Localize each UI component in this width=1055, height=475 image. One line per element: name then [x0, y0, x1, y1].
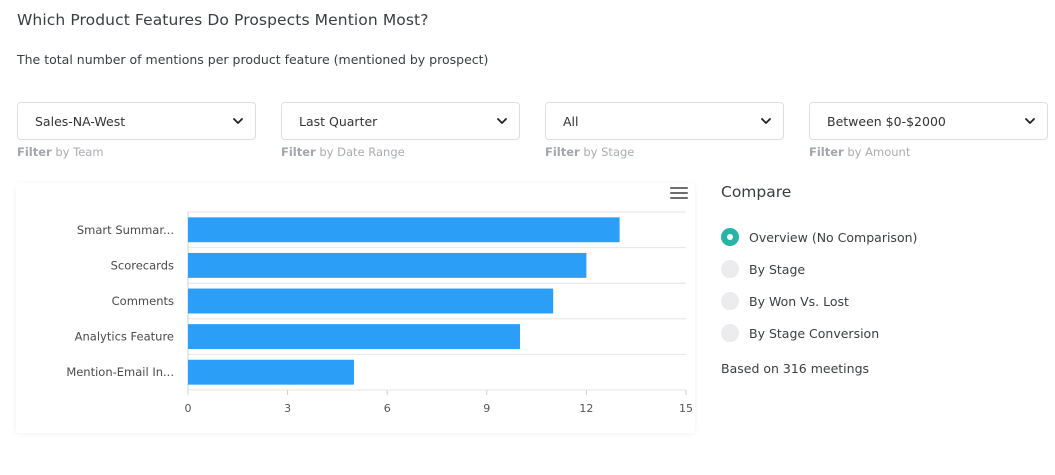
date-range-filter: Last Quarter Filter by Date Range — [281, 102, 520, 159]
bar — [188, 359, 354, 385]
meetings-count: Based on 316 meetings — [721, 361, 870, 376]
x-tick-label: 15 — [679, 402, 693, 415]
team-filter: Sales-NA-West Filter by Team — [17, 102, 256, 159]
compare-option-won-lost[interactable]: By Won Vs. Lost — [721, 285, 917, 317]
bar — [188, 324, 520, 350]
radio-unchecked-icon[interactable] — [721, 292, 739, 310]
stage-filter-label: Filter by Stage — [545, 145, 635, 159]
compare-option-overview[interactable]: Overview (No Comparison) — [721, 221, 917, 253]
chevron-down-icon — [233, 118, 243, 124]
compare-option-stage-conversion[interactable]: By Stage Conversion — [721, 317, 917, 349]
amount-filter: Between $0-$2000 Filter by Amount — [809, 102, 1048, 159]
x-tick-label: 0 — [185, 402, 192, 415]
date-range-select[interactable]: Last Quarter — [281, 102, 520, 140]
chevron-down-icon — [497, 118, 507, 124]
compare-option-label: Overview (No Comparison) — [749, 229, 918, 245]
team-select-value: Sales-NA-West — [35, 113, 126, 129]
compare-option-by-stage[interactable]: By Stage — [721, 253, 917, 285]
radio-unchecked-icon[interactable] — [721, 260, 739, 278]
x-tick-label: 3 — [284, 402, 291, 415]
bar — [188, 252, 587, 278]
stage-filter: All Filter by Stage — [545, 102, 784, 159]
category-label: Smart Summar... — [77, 223, 174, 237]
page-subtitle: The total number of mentions per product… — [17, 52, 489, 67]
stage-select[interactable]: All — [545, 102, 784, 140]
radio-checked-icon[interactable] — [721, 228, 739, 246]
x-tick-label: 6 — [384, 402, 391, 415]
page-title: Which Product Features Do Prospects Ment… — [17, 11, 429, 29]
compare-option-label: By Won Vs. Lost — [749, 293, 849, 309]
category-label: Comments — [112, 294, 174, 308]
category-label: Scorecards — [111, 258, 174, 272]
compare-option-label: By Stage — [749, 261, 806, 277]
bar — [188, 217, 620, 243]
x-tick-label: 9 — [483, 402, 490, 415]
category-label: Mention-Email In... — [66, 365, 174, 379]
category-label: Analytics Feature — [75, 330, 174, 344]
bar — [188, 288, 554, 314]
team-select[interactable]: Sales-NA-West — [17, 102, 256, 140]
compare-options: Overview (No Comparison) By Stage By Won… — [721, 221, 917, 349]
hamburger-menu-icon[interactable] — [670, 187, 688, 201]
amount-select-value: Between $0-$2000 — [827, 113, 946, 129]
chevron-down-icon — [1025, 118, 1035, 124]
chevron-down-icon — [761, 118, 771, 124]
amount-select[interactable]: Between $0-$2000 — [809, 102, 1048, 140]
x-tick-label: 12 — [579, 402, 593, 415]
date-range-filter-label: Filter by Date Range — [281, 145, 405, 159]
stage-select-value: All — [563, 113, 579, 129]
team-filter-label: Filter by Team — [17, 145, 104, 159]
amount-filter-label: Filter by Amount — [809, 145, 911, 159]
compare-title: Compare — [721, 183, 792, 201]
compare-option-label: By Stage Conversion — [749, 325, 880, 341]
date-range-select-value: Last Quarter — [299, 113, 378, 129]
radio-unchecked-icon[interactable] — [721, 324, 739, 342]
